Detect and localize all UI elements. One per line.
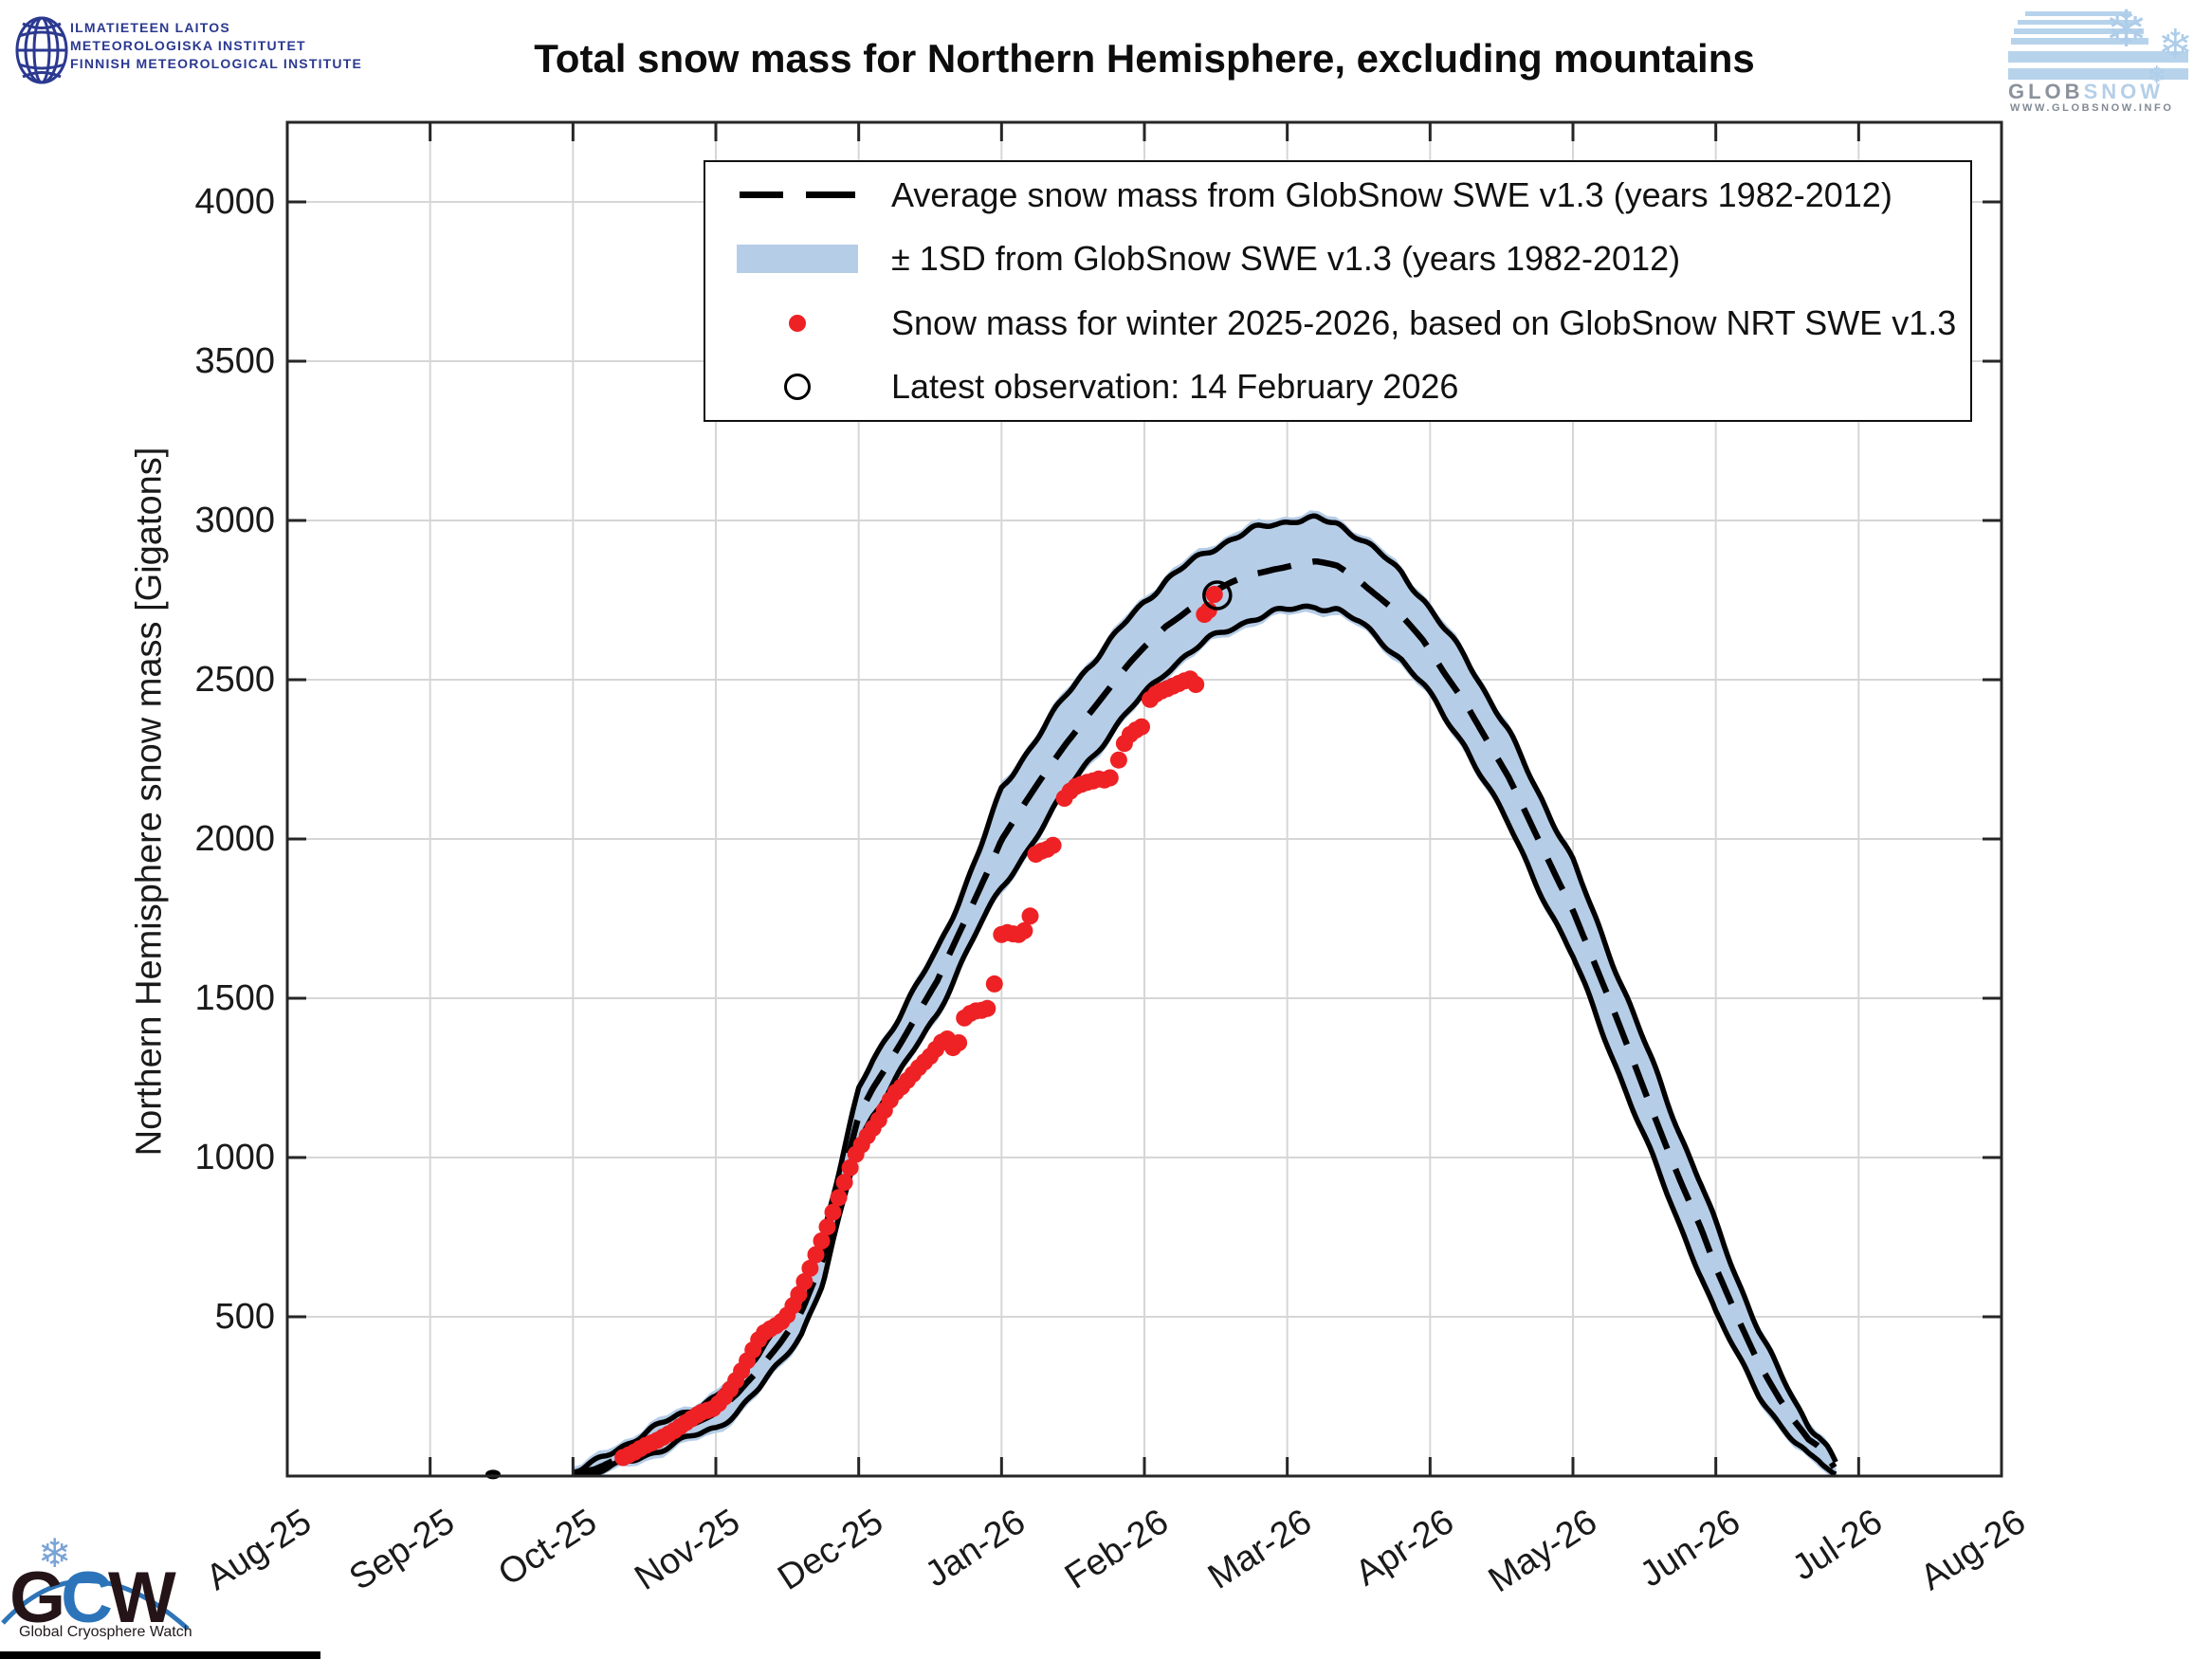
current-winter-dot <box>1187 676 1205 693</box>
gcw-letters: GCW <box>9 1562 176 1634</box>
fmi-name-fi: ILMATIETEEN LAITOS <box>70 20 230 35</box>
y-tick-label: 3500 <box>194 341 275 381</box>
snowflake-icon: ❄ <box>2158 22 2193 68</box>
y-tick-label: 1000 <box>194 1138 275 1177</box>
current-winter-dot <box>1015 921 1033 939</box>
fmi-globe-icon <box>15 16 68 84</box>
globsnow-wordmark-glob: GLOB <box>2008 80 2084 103</box>
legend-row: Average snow mass from GlobSnow SWE v1.3… <box>705 164 1970 227</box>
gcw-letter-g: G <box>9 1558 65 1638</box>
snowflake-icon: ❄ <box>2147 61 2167 89</box>
current-winter-dot <box>1133 718 1150 736</box>
globsnow-stripe <box>2008 68 2188 80</box>
current-winter-dot <box>813 1232 831 1249</box>
legend-label: Latest observation: 14 February 2026 <box>891 367 1459 407</box>
gcw-letter-w: W <box>108 1558 176 1638</box>
current-winter-dot <box>830 1189 848 1207</box>
fmi-logo: ILMATIETEEN LAITOS METEOROLOGISKA INSTIT… <box>8 8 444 102</box>
current-winter-dot <box>1205 586 1223 603</box>
fmi-name-sv: METEOROLOGISKA INSTITUTET <box>70 38 306 53</box>
current-winter-dot <box>1109 751 1127 769</box>
current-winter-dot <box>950 1034 968 1051</box>
legend-row: ± 1SD from GlobSnow SWE v1.3 (years 1982… <box>705 228 1970 290</box>
legend-row: Latest observation: 14 February 2026 <box>705 356 1970 418</box>
dashed-line-icon <box>740 191 855 199</box>
y-tick-label: 2000 <box>194 819 275 859</box>
current-winter-dot <box>790 1285 808 1304</box>
y-tick-label: 3000 <box>194 501 275 540</box>
fmi-name-en: FINNISH METEOROLOGICAL INSTITUTE <box>70 56 363 71</box>
open-circle-icon <box>784 374 811 401</box>
globsnow-stripe <box>2018 20 2138 25</box>
sd-band-lower-edge <box>573 603 1837 1477</box>
average-line-september-blip <box>484 1469 501 1480</box>
y-tick-label: 500 <box>214 1297 275 1337</box>
legend-label: Snow mass for winter 2025-2026, based on… <box>891 302 1957 342</box>
globsnow-stripe <box>2008 51 2188 63</box>
bottom-edge-bar <box>0 1651 320 1659</box>
globsnow-logo: ❄ ❄ ❄ GLOBSNOW WWW.GLOBSNOW.INFO <box>2008 4 2209 114</box>
current-winter-dot <box>818 1218 836 1236</box>
gcw-tagline: Global Cryosphere Watch <box>19 1624 192 1640</box>
current-winter-dot <box>807 1246 825 1264</box>
globsnow-url: WWW.GLOBSNOW.INFO <box>2010 102 2174 114</box>
plot-border <box>285 120 2003 1478</box>
legend-marker-box <box>726 314 868 332</box>
globsnow-stripe <box>2025 11 2131 16</box>
globsnow-stripe <box>2014 28 2144 34</box>
current-winter-dot <box>841 1158 859 1176</box>
current-winter-dot <box>1021 907 1039 925</box>
red-dot-icon <box>789 314 806 332</box>
chart-title: Total snow mass for Northern Hemisphere,… <box>534 36 1755 81</box>
current-winter-dot <box>795 1273 814 1290</box>
current-winter-dot <box>1044 836 1062 854</box>
legend-marker-box <box>726 245 868 274</box>
current-winter-dot <box>824 1203 842 1221</box>
globsnow-wordmark: GLOBSNOW <box>2008 80 2164 104</box>
y-tick-label: 4000 <box>194 182 275 222</box>
legend-label: ± 1SD from GlobSnow SWE v1.3 (years 1982… <box>891 239 1681 279</box>
latest-observation-marker <box>1202 580 1233 611</box>
current-winter-dot <box>978 999 996 1017</box>
y-tick-label: 1500 <box>194 978 275 1018</box>
current-winter-dot <box>801 1259 819 1277</box>
globsnow-wordmark-snow: SNOW <box>2083 80 2165 103</box>
current-winter-dot <box>835 1174 853 1192</box>
legend-label: Average snow mass from GlobSnow SWE v1.3… <box>891 174 1892 214</box>
gcw-swoosh-icon <box>1 1578 190 1631</box>
current-winter-dot <box>985 975 1003 993</box>
snowflake-icon: ❄ <box>2105 1 2148 58</box>
globsnow-stripe <box>2011 38 2148 45</box>
current-winter-dot <box>1199 601 1217 619</box>
snowflake-icon: ❄ <box>38 1531 72 1576</box>
gcw-logo: ❄ GCW Global Cryosphere Watch <box>0 1517 327 1659</box>
legend-marker-box <box>726 374 868 401</box>
gcw-letter-c: C <box>61 1558 113 1638</box>
y-tick-label: 2500 <box>194 660 275 700</box>
legend-box: Average snow mass from GlobSnow SWE v1.3… <box>704 160 1972 422</box>
current-winter-dot <box>1101 769 1119 787</box>
band-icon <box>737 245 858 274</box>
legend-marker-box <box>726 191 868 199</box>
legend-row: Snow mass for winter 2025-2026, based on… <box>705 292 1970 355</box>
